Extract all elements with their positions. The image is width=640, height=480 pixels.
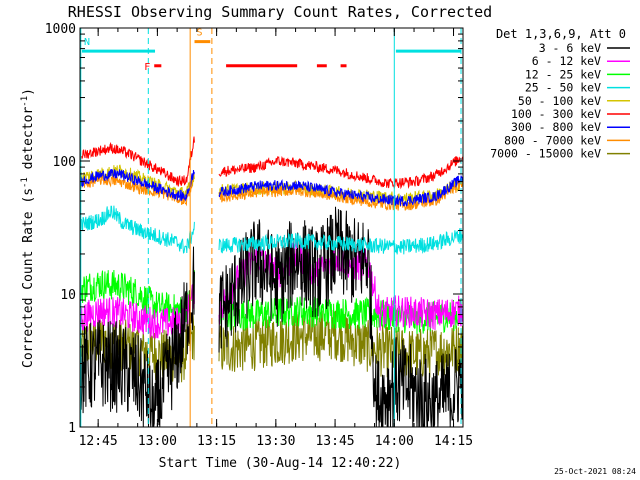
x-tick-label: 14:00 xyxy=(375,434,414,449)
legend-label: 50 - 100 keV xyxy=(518,94,601,108)
series-line-7-segment-2 xyxy=(218,175,463,207)
flag-label: S xyxy=(197,28,203,39)
legend-label: 300 - 800 keV xyxy=(511,120,601,134)
x-tick-label: 13:00 xyxy=(138,434,177,449)
series-line-9-segment-2 xyxy=(218,309,463,379)
series-line-6-segment-1 xyxy=(81,136,195,187)
legend-label: 12 - 25 keV xyxy=(525,67,601,81)
legend-label: 100 - 300 keV xyxy=(511,107,601,121)
legend-label: 25 - 50 keV xyxy=(525,81,601,95)
series-line-1-segment-1 xyxy=(80,246,195,428)
series-line-3-segment-1 xyxy=(80,269,195,325)
timestamp: 25-Oct-2021 08:24 xyxy=(554,467,636,476)
y-axis: 1 10 100 1000 xyxy=(45,22,463,436)
series-line-6-segment-2 xyxy=(218,155,463,190)
legend-label: 7000 - 15000 keV xyxy=(490,147,601,161)
x-tick-label: 13:15 xyxy=(197,434,236,449)
x-tick-label: 13:45 xyxy=(315,434,354,449)
plot-frame xyxy=(79,27,464,428)
x-tick-label: 13:30 xyxy=(256,434,295,449)
y-tick-label: 100 xyxy=(53,155,76,170)
plot-area: N S F xyxy=(80,28,463,428)
legend-label: 800 - 7000 keV xyxy=(504,133,601,147)
legend-label: 3 - 6 keV xyxy=(539,41,601,55)
y-axis-label: Corrected Count Rate (s-1 detector-1) xyxy=(20,88,36,368)
x-tick-label: 12:45 xyxy=(79,434,118,449)
x-tick-label: 14:15 xyxy=(434,434,473,449)
series-line-1-segment-2 xyxy=(218,206,463,428)
legend-title: Det 1,3,6,9, Att 0 xyxy=(496,27,626,41)
flag-label: N xyxy=(84,37,90,48)
y-tick-label: 1000 xyxy=(45,22,76,37)
y-tick-label: 1 xyxy=(68,421,76,436)
flag-label: F xyxy=(144,62,150,73)
chart-title: RHESSI Observing Summary Count Rates, Co… xyxy=(68,3,492,21)
series-line-7-segment-1 xyxy=(80,168,195,202)
series-line-4-segment-2 xyxy=(218,228,463,255)
legend-label: 6 - 12 keV xyxy=(532,54,601,68)
series-line-4-segment-1 xyxy=(80,205,195,254)
y-tick-label: 10 xyxy=(60,288,76,303)
x-axis-label: Start Time (30-Aug-14 12:40:22) xyxy=(159,456,402,471)
x-axis: 12:45 13:00 13:15 13:30 13:45 14:00 14:15 xyxy=(79,28,473,449)
